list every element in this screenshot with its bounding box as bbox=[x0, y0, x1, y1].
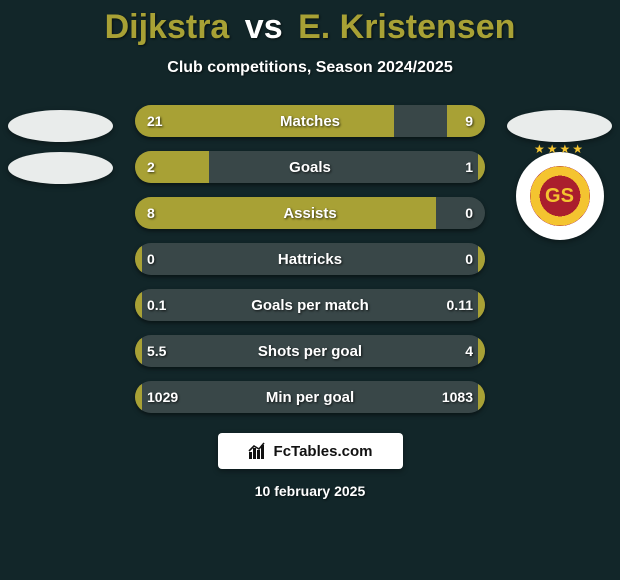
stat-label: Min per goal bbox=[135, 381, 485, 413]
stat-label: Shots per goal bbox=[135, 335, 485, 367]
comparison-title: Dijkstra vs E. Kristensen bbox=[0, 0, 620, 47]
vs-text: vs bbox=[245, 8, 283, 46]
player1-badges bbox=[8, 110, 113, 184]
player1-name: Dijkstra bbox=[105, 8, 230, 46]
stat-row: 5.54Shots per goal bbox=[135, 335, 485, 367]
stat-row: 00Hattricks bbox=[135, 243, 485, 275]
stat-label: Matches bbox=[135, 105, 485, 137]
player2-name: E. Kristensen bbox=[298, 8, 515, 46]
player2-badges: ★★★★ GS bbox=[507, 110, 612, 240]
club-logo: ★★★★GS bbox=[516, 152, 604, 240]
team-badge-placeholder bbox=[8, 110, 113, 142]
footer-date: 10 february 2025 bbox=[0, 483, 620, 499]
club-initials: GS bbox=[530, 166, 590, 226]
club-stars: ★★★★ bbox=[516, 142, 604, 156]
stat-row: 10291083Min per goal bbox=[135, 381, 485, 413]
stat-row: 0.10.11Goals per match bbox=[135, 289, 485, 321]
stat-label: Assists bbox=[135, 197, 485, 229]
team-badge-placeholder bbox=[507, 110, 612, 142]
stat-row: 21Goals bbox=[135, 151, 485, 183]
stat-row: 219Matches bbox=[135, 105, 485, 137]
stat-label: Hattricks bbox=[135, 243, 485, 275]
stat-label: Goals per match bbox=[135, 289, 485, 321]
stat-label: Goals bbox=[135, 151, 485, 183]
stat-row: 80Assists bbox=[135, 197, 485, 229]
team-badge-placeholder bbox=[8, 152, 113, 184]
subtitle: Club competitions, Season 2024/2025 bbox=[0, 59, 620, 77]
brand-text: FcTables.com bbox=[274, 443, 373, 460]
stats-container: 219Matches 21Goals 80Assists 00Hattricks 0.1… bbox=[135, 105, 485, 413]
brand-badge: FcTables.com bbox=[218, 433, 403, 469]
brand-chart-icon bbox=[248, 442, 268, 460]
